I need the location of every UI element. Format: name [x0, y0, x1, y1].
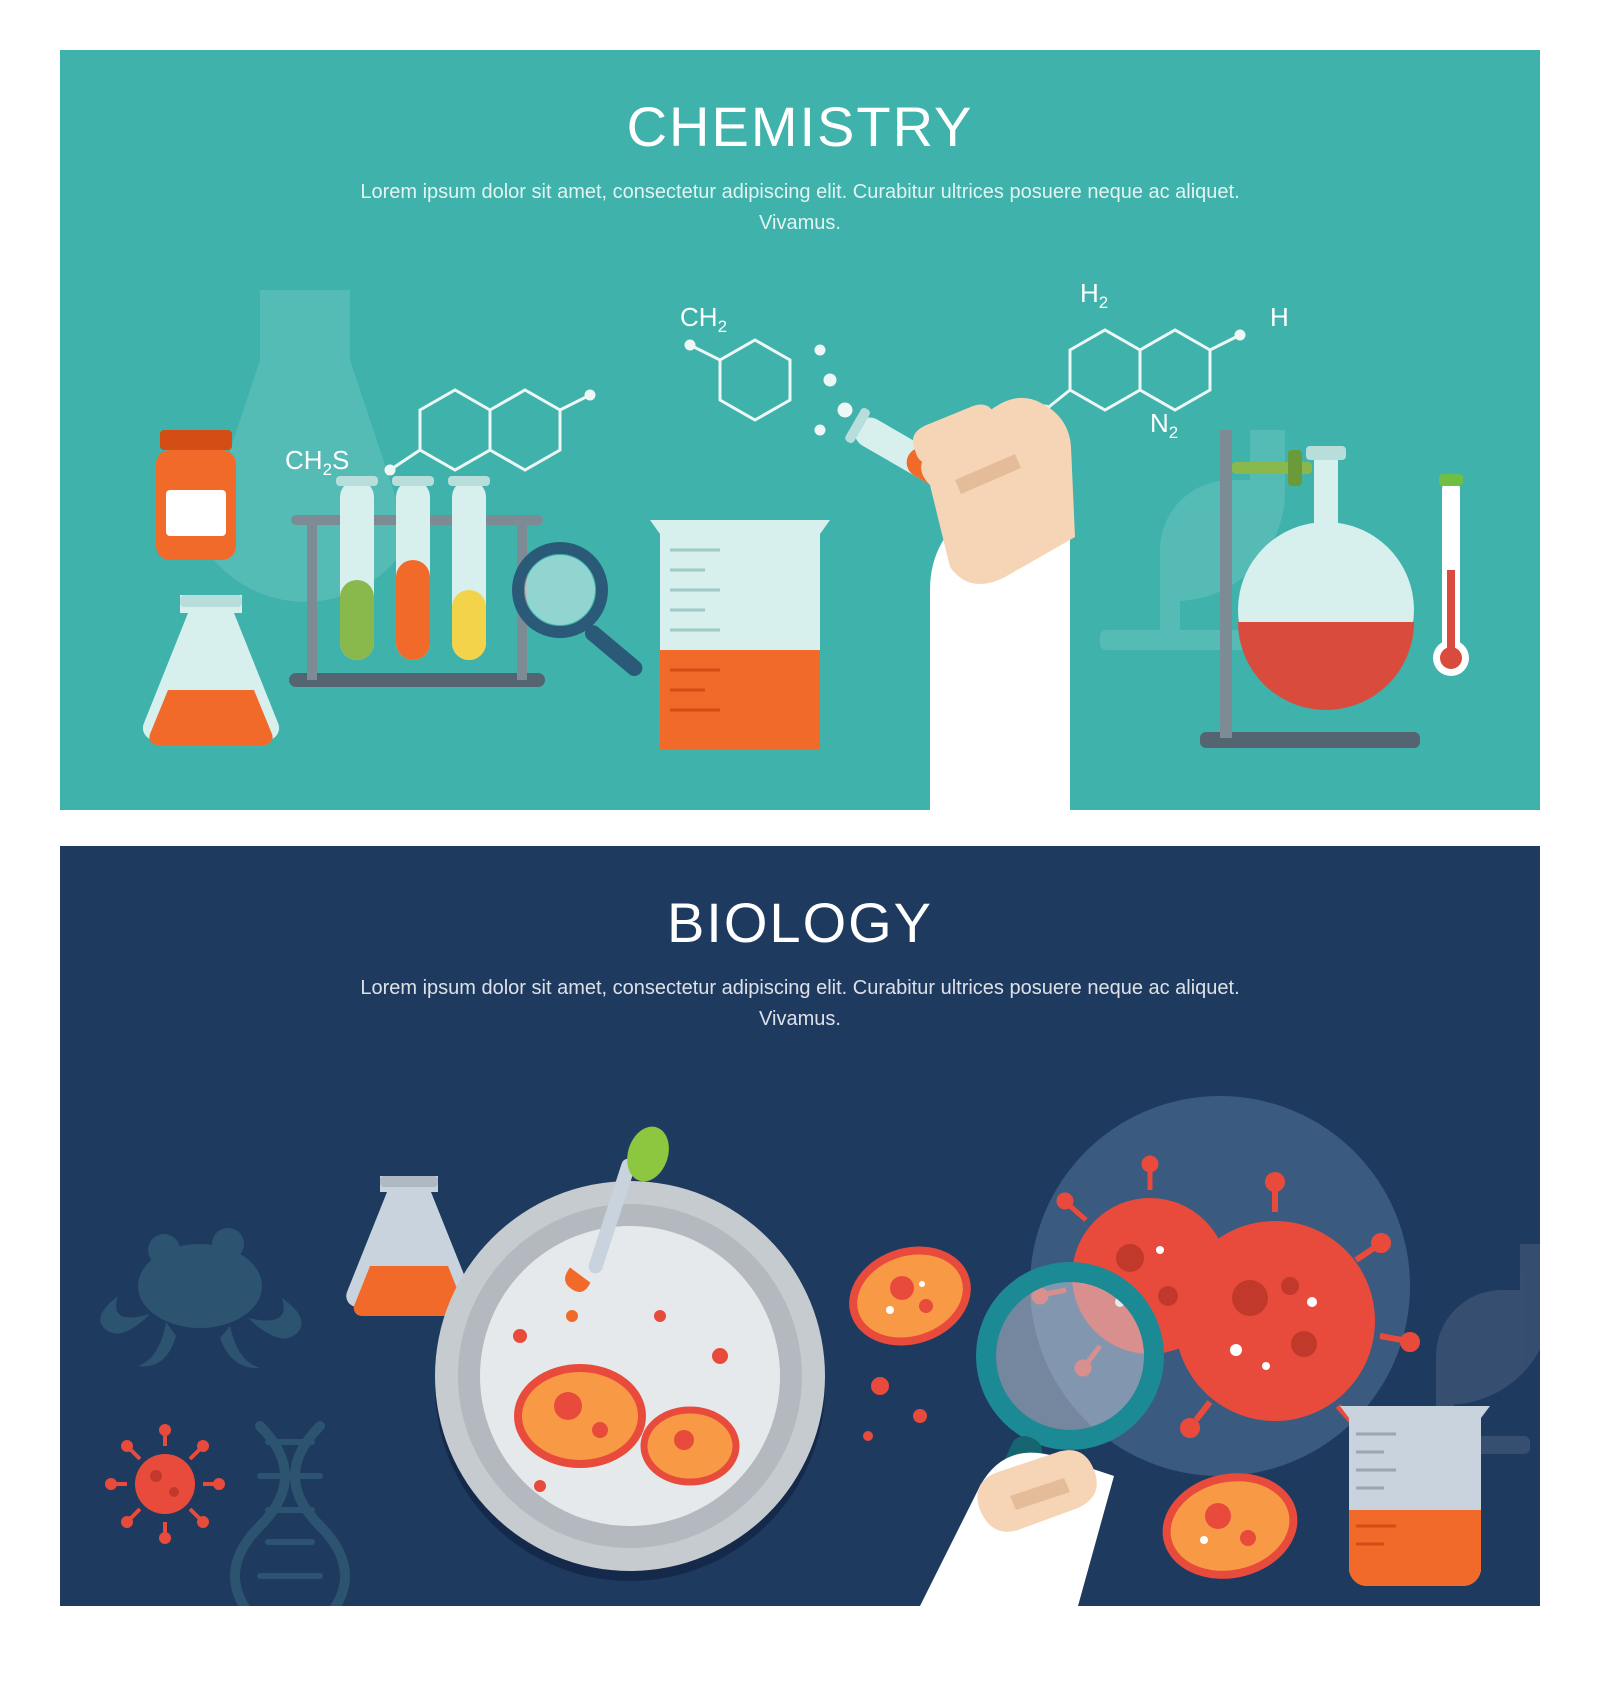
biology-scene	[60, 846, 1540, 1606]
formula-h2: H2	[1080, 278, 1108, 313]
chemistry-scene: CH2S CH2 H2 N2 H	[60, 50, 1540, 810]
beaker-icon	[650, 520, 830, 750]
chemistry-illustration	[60, 50, 1540, 810]
dna-icon	[235, 1426, 345, 1606]
chemistry-banner: CHEMISTRY Lorem ipsum dolor sit amet, co…	[60, 50, 1540, 810]
formula-ch2: CH2	[680, 302, 727, 337]
erlenmeyer-flask-icon	[143, 595, 279, 745]
biology-beaker-icon	[1340, 1406, 1490, 1586]
cell-bottom-icon	[1157, 1466, 1302, 1587]
formula-h: H	[1270, 302, 1289, 333]
biology-illustration	[60, 846, 1540, 1606]
hand-with-tube-icon	[844, 398, 1075, 810]
cell-icon	[841, 1236, 979, 1356]
virus-small-icon	[107, 1426, 223, 1542]
formula-n2: N2	[1150, 408, 1178, 443]
round-flask-stand-icon	[1200, 430, 1469, 748]
magnifier-icon	[518, 548, 646, 679]
frog-icon	[100, 1228, 301, 1368]
petri-dish-icon	[435, 1181, 825, 1581]
formula-ch2s: CH2S	[285, 445, 349, 480]
bottle-icon	[156, 430, 236, 560]
biology-banner: BIOLOGY Lorem ipsum dolor sit amet, cons…	[60, 846, 1540, 1606]
